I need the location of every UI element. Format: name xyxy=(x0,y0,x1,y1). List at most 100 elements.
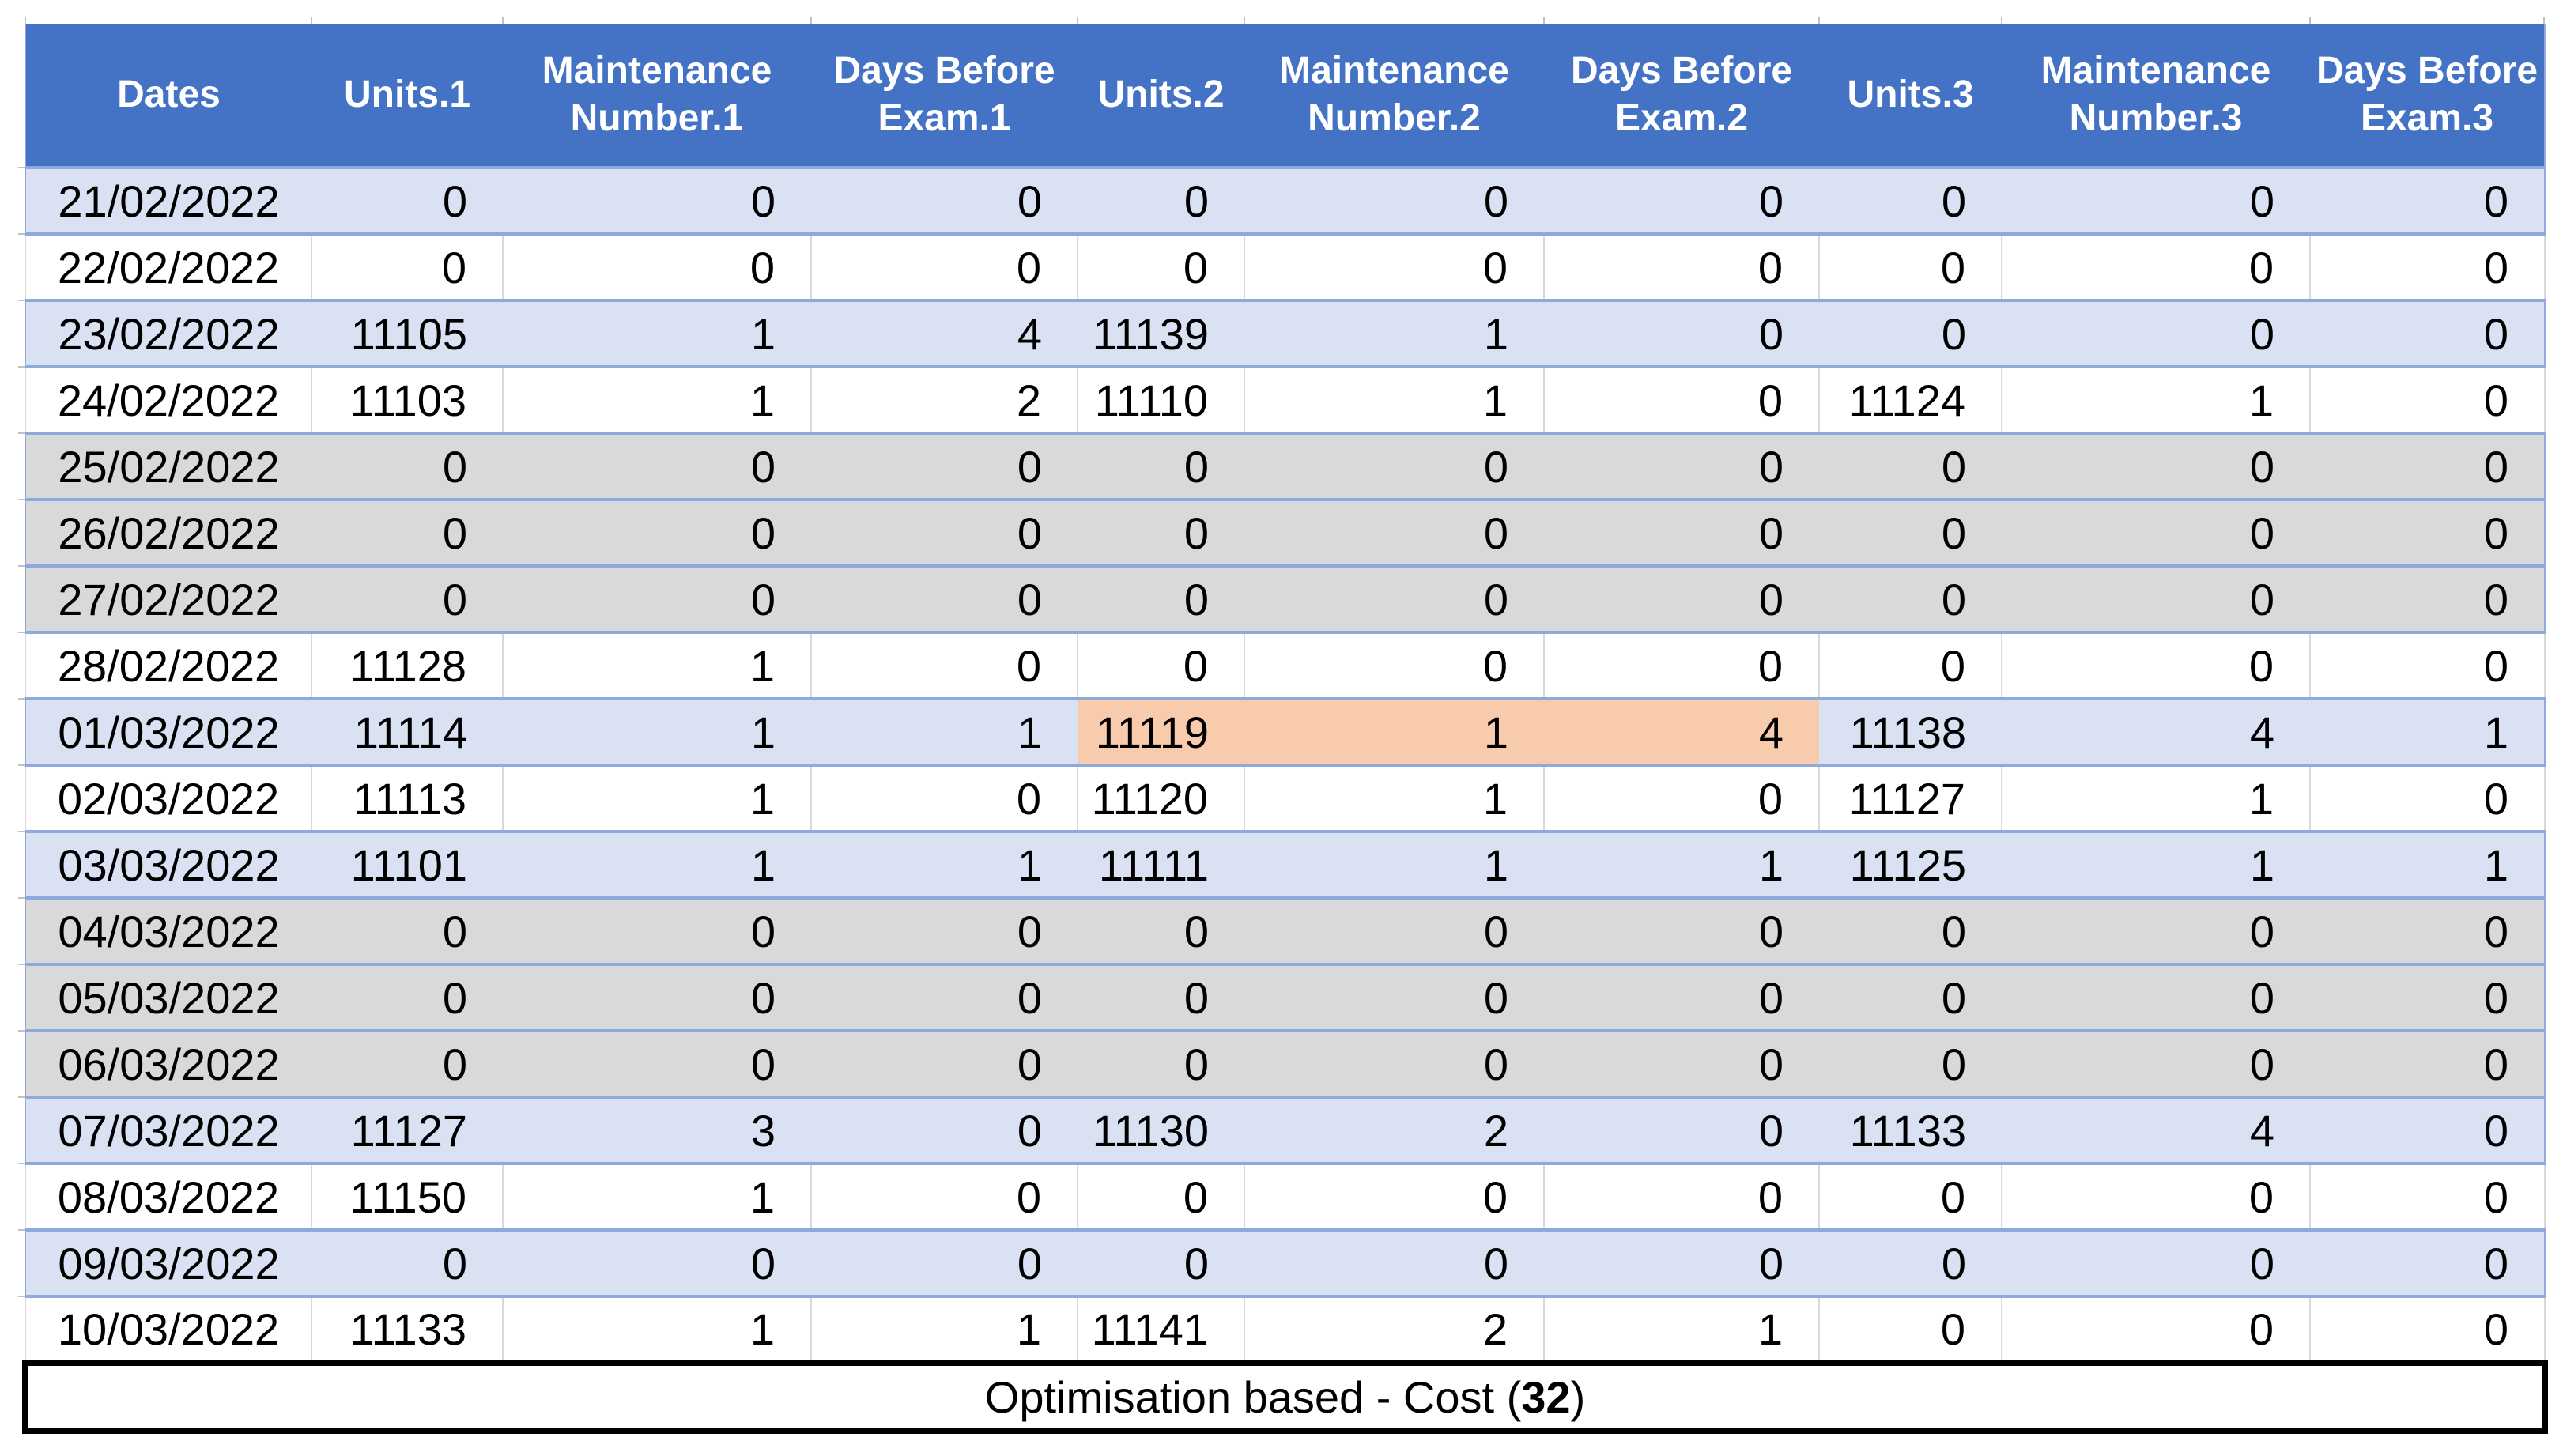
value-cell[interactable]: 0 xyxy=(1818,1296,2002,1363)
value-cell[interactable]: 0 xyxy=(1077,234,1245,300)
date-cell[interactable]: 24/02/2022 xyxy=(19,364,312,433)
value-cell[interactable]: 2 xyxy=(1244,1097,1544,1164)
value-cell[interactable]: 0 xyxy=(2002,300,2310,367)
value-cell[interactable]: 1 xyxy=(811,699,1078,765)
value-cell[interactable]: 0 xyxy=(811,566,1078,632)
value-cell[interactable]: 11139 xyxy=(1078,300,1244,367)
date-cell[interactable]: 02/03/2022 xyxy=(19,763,312,832)
value-cell[interactable]: 0 xyxy=(1819,433,2002,500)
value-cell[interactable]: 0 xyxy=(2309,632,2546,699)
value-cell[interactable]: 0 xyxy=(2001,234,2311,300)
value-cell[interactable]: 11113 xyxy=(311,765,504,832)
value-cell[interactable]: 0 xyxy=(1819,168,2002,234)
date-cell[interactable]: 27/02/2022 xyxy=(17,564,311,632)
footer-summary-cell[interactable]: Optimisation based - Cost (32) xyxy=(22,1360,2548,1434)
value-cell[interactable]: 0 xyxy=(811,433,1078,500)
value-cell[interactable]: 0 xyxy=(1544,1031,1819,1097)
value-cell[interactable]: 0 xyxy=(311,234,504,300)
value-cell[interactable]: 0 xyxy=(503,500,811,566)
value-cell[interactable]: 0 xyxy=(2310,566,2545,632)
value-cell[interactable]: 1 xyxy=(2310,699,2545,765)
value-cell[interactable]: 0 xyxy=(1819,566,2002,632)
value-cell[interactable]: 1 xyxy=(502,367,812,433)
value-cell[interactable]: 0 xyxy=(810,765,1078,832)
value-cell[interactable]: 0 xyxy=(311,964,503,1031)
date-cell[interactable]: 26/02/2022 xyxy=(17,497,311,566)
value-cell[interactable]: 0 xyxy=(811,1230,1078,1296)
column-header-days-before-exam-3[interactable]: Days Before Exam.3 xyxy=(2310,17,2545,168)
value-cell[interactable]: 0 xyxy=(311,433,503,500)
column-header-maintenance-number-2[interactable]: Maintenance Number.2 xyxy=(1244,17,1545,168)
value-cell[interactable]: 0 xyxy=(2310,433,2545,500)
value-cell[interactable]: 0 xyxy=(1543,234,1820,300)
value-cell[interactable]: 0 xyxy=(1077,632,1245,699)
value-cell[interactable]: 4 xyxy=(2002,1097,2310,1164)
value-cell[interactable]: 11150 xyxy=(311,1164,504,1230)
value-cell[interactable]: 0 xyxy=(1543,1164,1820,1230)
value-cell[interactable]: 1 xyxy=(502,765,812,832)
value-cell[interactable]: 11114 xyxy=(311,699,503,765)
value-cell[interactable]: 0 xyxy=(2001,632,2311,699)
value-cell[interactable]: 0 xyxy=(311,898,503,964)
value-cell[interactable]: 0 xyxy=(1078,1230,1244,1296)
value-cell[interactable]: 0 xyxy=(811,1031,1078,1097)
value-cell[interactable]: 11125 xyxy=(1819,832,2002,898)
value-cell[interactable]: 0 xyxy=(1818,632,2002,699)
value-cell-highlighted[interactable]: 1 xyxy=(1244,699,1544,765)
value-cell[interactable]: 0 xyxy=(311,168,503,234)
date-cell[interactable]: 21/02/2022 xyxy=(17,165,311,234)
value-cell[interactable]: 1 xyxy=(2001,765,2311,832)
date-cell[interactable]: 07/03/2022 xyxy=(17,1095,311,1164)
value-cell[interactable]: 11111 xyxy=(1078,832,1244,898)
value-cell[interactable]: 0 xyxy=(1078,168,1244,234)
value-cell[interactable]: 0 xyxy=(2001,1164,2311,1230)
value-cell[interactable]: 0 xyxy=(1819,1031,2002,1097)
value-cell[interactable]: 11133 xyxy=(311,1296,504,1363)
value-cell[interactable]: 0 xyxy=(2309,1164,2546,1230)
value-cell[interactable]: 1 xyxy=(2001,367,2311,433)
date-cell[interactable]: 10/03/2022 xyxy=(19,1294,312,1363)
value-cell[interactable]: 0 xyxy=(311,566,503,632)
value-cell[interactable]: 0 xyxy=(1819,964,2002,1031)
value-cell[interactable]: 0 xyxy=(1078,898,1244,964)
value-cell[interactable]: 0 xyxy=(2002,1031,2310,1097)
value-cell[interactable]: 0 xyxy=(2310,1230,2545,1296)
value-cell[interactable]: 0 xyxy=(1819,500,2002,566)
value-cell[interactable]: 0 xyxy=(811,1097,1078,1164)
value-cell[interactable]: 0 xyxy=(503,898,811,964)
date-cell[interactable]: 01/03/2022 xyxy=(17,696,311,765)
value-cell[interactable]: 2 xyxy=(810,367,1078,433)
value-cell[interactable]: 0 xyxy=(811,500,1078,566)
column-header-dates[interactable]: Dates xyxy=(24,17,311,168)
value-cell[interactable]: 0 xyxy=(2310,964,2545,1031)
value-cell[interactable]: 0 xyxy=(2002,500,2310,566)
value-cell[interactable]: 1 xyxy=(503,699,811,765)
column-header-units-1[interactable]: Units.1 xyxy=(311,17,504,168)
value-cell[interactable]: 11127 xyxy=(1818,765,2002,832)
value-cell[interactable]: 0 xyxy=(2002,1230,2310,1296)
value-cell[interactable]: 1 xyxy=(503,300,811,367)
value-cell[interactable]: 0 xyxy=(1244,1230,1544,1296)
value-cell[interactable]: 1 xyxy=(2002,832,2310,898)
value-cell[interactable]: 0 xyxy=(2310,300,2545,367)
value-cell[interactable]: 0 xyxy=(503,1230,811,1296)
value-cell[interactable]: 0 xyxy=(1244,898,1544,964)
value-cell[interactable]: 0 xyxy=(2310,168,2545,234)
value-cell[interactable]: 0 xyxy=(1543,632,1820,699)
value-cell[interactable]: 11130 xyxy=(1078,1097,1244,1164)
column-header-units-2[interactable]: Units.2 xyxy=(1078,17,1245,168)
column-header-maintenance-number-3[interactable]: Maintenance Number.3 xyxy=(2002,17,2311,168)
value-cell[interactable]: 1 xyxy=(1543,1296,1820,1363)
value-cell[interactable]: 0 xyxy=(2002,898,2310,964)
value-cell[interactable]: 0 xyxy=(2310,1097,2545,1164)
value-cell[interactable]: 0 xyxy=(1078,500,1244,566)
value-cell[interactable]: 1 xyxy=(2310,832,2545,898)
value-cell[interactable]: 0 xyxy=(1244,433,1544,500)
value-cell[interactable]: 0 xyxy=(2002,964,2310,1031)
column-header-units-3[interactable]: Units.3 xyxy=(1819,17,2002,168)
value-cell[interactable]: 1 xyxy=(811,832,1078,898)
value-cell[interactable]: 11128 xyxy=(311,632,504,699)
value-cell[interactable]: 0 xyxy=(811,964,1078,1031)
value-cell[interactable]: 11120 xyxy=(1077,765,1245,832)
date-cell[interactable]: 23/02/2022 xyxy=(17,298,311,367)
